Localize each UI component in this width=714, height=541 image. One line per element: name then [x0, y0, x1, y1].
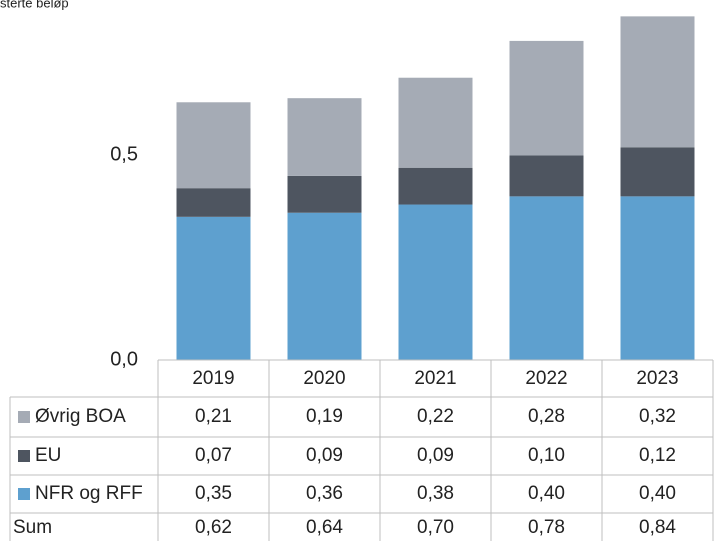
x-tick-label: 2020: [303, 368, 345, 389]
x-tick-label: 2022: [525, 368, 567, 389]
bar-segment: [620, 196, 695, 360]
table-value: 0,21: [195, 406, 232, 427]
legend-label: Øvrig BOA: [35, 406, 126, 427]
bar-segment: [509, 196, 584, 360]
table-value: 0,38: [417, 483, 454, 504]
bar-segment: [287, 175, 362, 213]
sum-value: 0,62: [195, 517, 232, 538]
table-value: 0,19: [306, 406, 343, 427]
bar-segment: [287, 98, 362, 176]
sum-value: 0,64: [306, 517, 343, 538]
legend-label: NFR og RFF: [35, 483, 143, 504]
legend-label: EU: [35, 445, 61, 466]
table-value: 0,12: [639, 445, 676, 466]
x-tick-label: 2023: [636, 368, 678, 389]
table-value: 0,09: [417, 445, 454, 466]
table-value: 0,36: [306, 483, 343, 504]
x-tick-label: 2019: [192, 368, 234, 389]
table-value: 0,40: [528, 483, 565, 504]
sum-value: 0,84: [639, 517, 676, 538]
table-value: 0,10: [528, 445, 565, 466]
bar-segment: [620, 147, 695, 197]
bar-segment: [398, 77, 473, 168]
legend-swatch: [18, 450, 30, 462]
bar-segment: [398, 167, 473, 205]
bar-segment: [620, 16, 695, 148]
bar-segment: [287, 212, 362, 360]
x-tick-label: 2021: [414, 368, 456, 389]
bar-segment: [509, 155, 584, 197]
sum-value: 0,70: [417, 517, 454, 538]
bar-segment: [176, 216, 251, 360]
legend-swatch: [18, 411, 30, 423]
chart-title: sterte beløp: [0, 0, 69, 10]
table-value: 0,07: [195, 445, 232, 466]
bar-segment: [176, 188, 251, 217]
sum-label: Sum: [13, 517, 52, 538]
sum-value: 0,78: [528, 517, 565, 538]
legend-swatch: [18, 488, 30, 500]
bar-segment: [176, 102, 251, 189]
bar-segment: [398, 204, 473, 360]
table-value: 0,32: [639, 406, 676, 427]
table-value: 0,22: [417, 406, 454, 427]
y-tick-label: 0,0: [110, 348, 138, 370]
table-value: 0,40: [639, 483, 676, 504]
bar-segment: [509, 40, 584, 156]
table-value: 0,28: [528, 406, 565, 427]
table-value: 0,35: [195, 483, 232, 504]
y-tick-label: 0,5: [110, 144, 138, 166]
table-value: 0,09: [306, 445, 343, 466]
